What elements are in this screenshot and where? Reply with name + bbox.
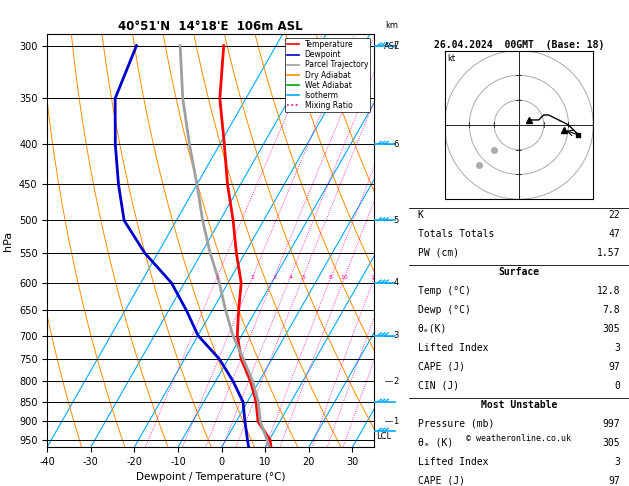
Text: 16: 16	[370, 275, 379, 279]
Text: 3: 3	[615, 457, 620, 467]
Text: 10: 10	[341, 275, 348, 279]
Text: Most Unstable: Most Unstable	[481, 399, 557, 410]
Text: 12.8: 12.8	[597, 286, 620, 295]
Text: 1: 1	[393, 417, 399, 426]
Text: 305: 305	[603, 437, 620, 448]
Text: 7.8: 7.8	[603, 305, 620, 314]
Text: 4: 4	[288, 275, 292, 279]
Text: Lifted Index: Lifted Index	[418, 343, 488, 353]
Title: 40°51'N  14°18'E  106m ASL: 40°51'N 14°18'E 106m ASL	[118, 20, 303, 33]
Text: © weatheronline.co.uk: © weatheronline.co.uk	[467, 434, 571, 443]
Text: 3: 3	[272, 275, 276, 279]
Text: 305: 305	[603, 324, 620, 333]
Text: 3: 3	[615, 343, 620, 353]
Text: CIN (J): CIN (J)	[418, 381, 459, 391]
Legend: Temperature, Dewpoint, Parcel Trajectory, Dry Adiabat, Wet Adiabat, Isotherm, Mi: Temperature, Dewpoint, Parcel Trajectory…	[285, 38, 370, 112]
Text: 26.04.2024  00GMT  (Base: 18): 26.04.2024 00GMT (Base: 18)	[434, 40, 604, 50]
Text: 997: 997	[603, 418, 620, 429]
X-axis label: Dewpoint / Temperature (°C): Dewpoint / Temperature (°C)	[136, 472, 286, 483]
Text: LCL: LCL	[376, 432, 392, 441]
Text: PW (cm): PW (cm)	[418, 247, 459, 258]
Text: 4: 4	[393, 278, 399, 287]
Text: 2: 2	[393, 377, 399, 386]
Y-axis label: hPa: hPa	[3, 230, 13, 251]
Text: 0: 0	[615, 381, 620, 391]
Text: 8: 8	[329, 275, 333, 279]
Text: 97: 97	[608, 362, 620, 372]
Text: ASL: ASL	[384, 42, 399, 52]
Text: 47: 47	[608, 228, 620, 239]
Text: 2: 2	[250, 275, 255, 279]
Text: 97: 97	[608, 476, 620, 486]
Text: Dewp (°C): Dewp (°C)	[418, 305, 470, 314]
Text: 7: 7	[393, 41, 399, 50]
Text: Pressure (mb): Pressure (mb)	[418, 418, 494, 429]
Text: 1.57: 1.57	[597, 247, 620, 258]
Text: 22: 22	[608, 209, 620, 220]
Text: θₑ (K): θₑ (K)	[418, 437, 453, 448]
Text: 3: 3	[393, 331, 399, 340]
Text: CAPE (J): CAPE (J)	[418, 362, 465, 372]
Text: 1: 1	[215, 275, 219, 279]
Text: K: K	[418, 209, 423, 220]
Text: Totals Totals: Totals Totals	[418, 228, 494, 239]
Text: θₑ(K): θₑ(K)	[418, 324, 447, 333]
Text: kt: kt	[448, 53, 455, 63]
Text: CAPE (J): CAPE (J)	[418, 476, 465, 486]
Text: 6: 6	[393, 139, 399, 149]
Text: km: km	[385, 21, 398, 30]
Text: Surface: Surface	[498, 267, 540, 277]
Text: Lifted Index: Lifted Index	[418, 457, 488, 467]
Text: 5: 5	[393, 216, 399, 225]
Text: 5: 5	[301, 275, 305, 279]
Text: Temp (°C): Temp (°C)	[418, 286, 470, 295]
